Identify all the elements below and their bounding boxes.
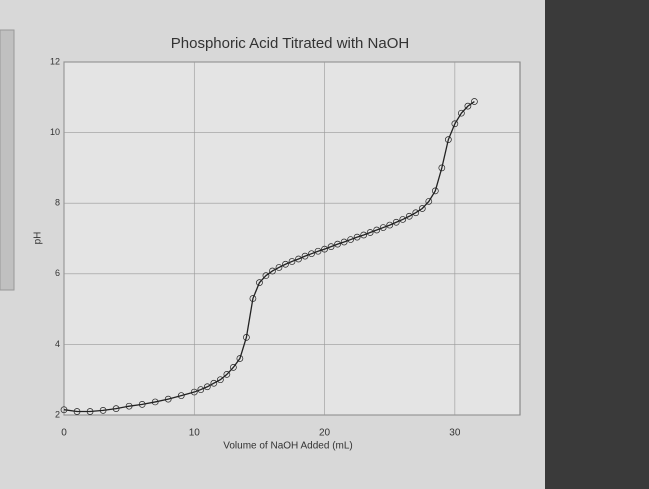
data-point	[112, 405, 120, 412]
data-point	[86, 408, 94, 415]
data-point	[405, 212, 413, 220]
data-point	[249, 295, 257, 302]
data-point	[418, 205, 426, 212]
data-point	[321, 245, 328, 253]
data-point	[210, 379, 218, 387]
data-point	[197, 386, 205, 393]
x-tick-label: 20	[319, 428, 331, 439]
data-point	[347, 236, 354, 243]
background	[545, 0, 649, 489]
data-point	[444, 136, 452, 144]
data-point	[464, 102, 472, 110]
x-tick-label: 0	[61, 428, 67, 439]
data-point	[203, 383, 211, 391]
data-point	[425, 198, 433, 205]
y-axis-label: pH	[33, 232, 44, 245]
data-point	[295, 255, 302, 263]
data-point	[353, 233, 361, 241]
data-point	[99, 407, 107, 414]
data-point	[379, 224, 387, 231]
x-tick-label: 30	[449, 428, 461, 439]
data-point	[177, 392, 185, 399]
y-tick-label: 8	[55, 198, 60, 208]
data-point	[471, 98, 478, 105]
y-tick-label: 10	[50, 127, 60, 137]
data-point	[125, 402, 133, 410]
data-point	[164, 395, 172, 403]
data-point	[301, 252, 309, 260]
data-point	[340, 238, 348, 246]
data-point	[60, 406, 68, 414]
data-point	[288, 258, 296, 265]
window-edge	[0, 29, 15, 291]
plot-area	[63, 61, 521, 416]
data-point	[73, 408, 81, 415]
data-point	[216, 376, 224, 384]
data-point	[451, 120, 459, 128]
data-point	[373, 226, 381, 234]
data-point	[223, 371, 231, 378]
chart-title: Phosphoric Acid Titrated with NaOH	[171, 35, 409, 52]
data-point	[334, 240, 341, 248]
data-point	[262, 272, 270, 279]
data-point	[308, 250, 315, 258]
data-point	[360, 231, 368, 239]
y-tick-label: 2	[55, 409, 60, 419]
data-point	[431, 187, 439, 195]
data-point	[458, 109, 465, 117]
data-point	[230, 363, 237, 371]
data-point	[412, 209, 420, 217]
data-point	[399, 216, 407, 223]
data-point	[392, 218, 400, 226]
data-point	[314, 247, 322, 255]
data-point	[366, 229, 374, 236]
data-point	[327, 243, 335, 250]
data-point	[386, 221, 394, 229]
data-line	[63, 101, 475, 413]
data-point	[190, 388, 198, 396]
data-point	[282, 260, 289, 268]
data-point	[269, 267, 276, 275]
data-point	[438, 164, 446, 172]
data-point	[275, 264, 283, 271]
x-tick-label: 10	[189, 428, 201, 439]
x-axis-label: Volume of NaOH Added (mL)	[223, 441, 353, 452]
data-point	[256, 279, 263, 286]
data-point	[151, 398, 159, 406]
y-tick-label: 12	[50, 56, 60, 66]
data-point	[243, 333, 250, 341]
data-point	[236, 355, 244, 362]
y-tick-label: 6	[55, 268, 60, 278]
data-point	[138, 401, 146, 408]
y-tick-label: 4	[55, 339, 60, 349]
